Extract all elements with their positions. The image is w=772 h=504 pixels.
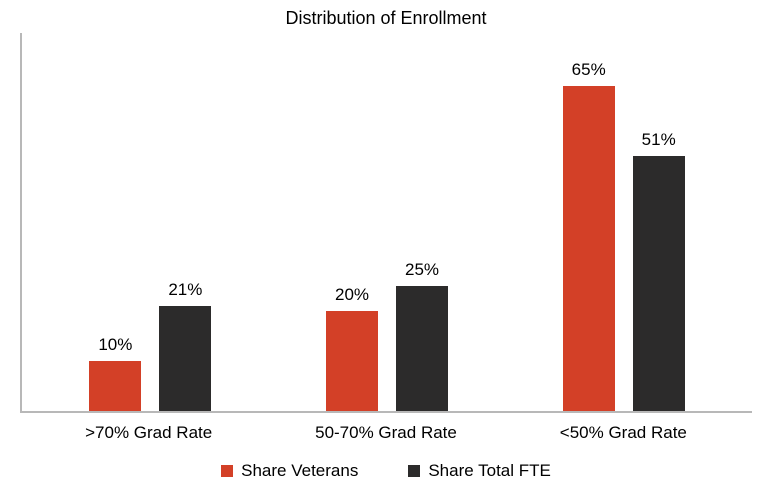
chart-title: Distribution of Enrollment [20, 8, 752, 29]
x-category-label: >70% Grad Rate [30, 423, 267, 443]
plot-area: 10% 21% 20% 25% 65% 51% [20, 33, 752, 413]
bar-wrap: 51% [633, 130, 685, 411]
legend-swatch [221, 465, 233, 477]
bar-value-label: 51% [642, 130, 676, 150]
x-category-label: 50-70% Grad Rate [267, 423, 504, 443]
x-category-label: <50% Grad Rate [505, 423, 742, 443]
legend-swatch [408, 465, 420, 477]
bar-wrap: 25% [396, 260, 448, 411]
bar-value-label: 21% [168, 280, 202, 300]
bar-wrap: 10% [89, 335, 141, 411]
bar-group: 20% 25% [269, 260, 506, 411]
bar-wrap: 65% [563, 60, 615, 411]
bar [563, 86, 615, 411]
bar-group: 10% 21% [32, 280, 269, 411]
bar-value-label: 10% [98, 335, 132, 355]
enrollment-chart: Distribution of Enrollment 10% 21% 20% 25% 6… [0, 0, 772, 504]
legend-label: Share Total FTE [428, 461, 551, 481]
bar-group: 65% 51% [505, 60, 742, 411]
legend-label: Share Veterans [241, 461, 358, 481]
bar [159, 306, 211, 411]
bar [396, 286, 448, 411]
legend-item: Share Total FTE [408, 461, 551, 481]
x-axis: >70% Grad Rate50-70% Grad Rate<50% Grad … [20, 413, 752, 443]
legend: Share Veterans Share Total FTE [20, 461, 752, 481]
legend-item: Share Veterans [221, 461, 358, 481]
bar-value-label: 65% [572, 60, 606, 80]
bar [89, 361, 141, 411]
bar [326, 311, 378, 411]
bar [633, 156, 685, 411]
bar-wrap: 20% [326, 285, 378, 411]
bar-value-label: 20% [335, 285, 369, 305]
bar-value-label: 25% [405, 260, 439, 280]
bar-wrap: 21% [159, 280, 211, 411]
